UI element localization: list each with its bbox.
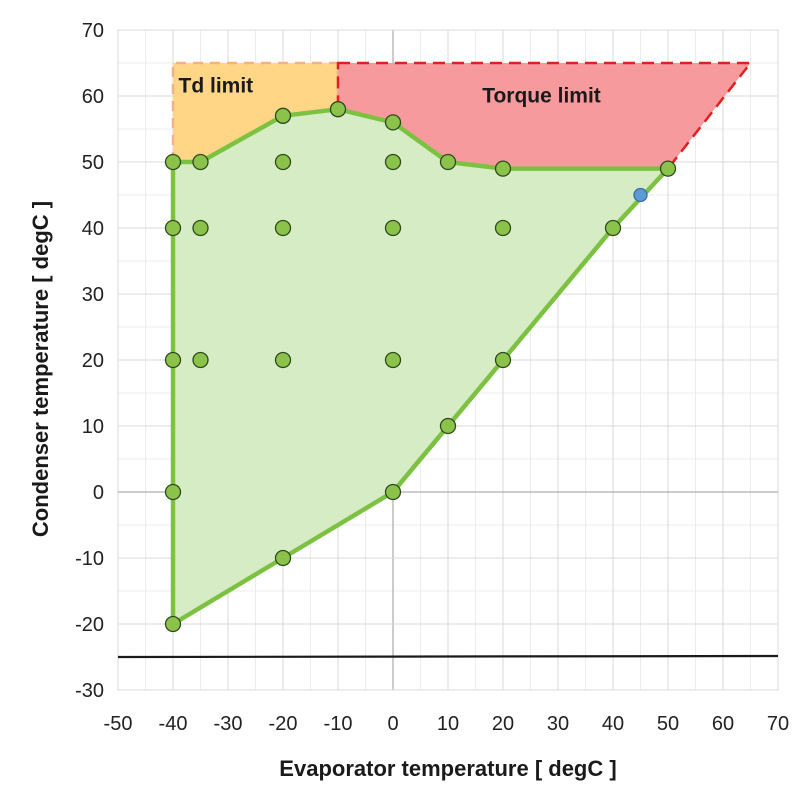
y-tick-labels: -30 -20 -10 0 10 20 30 40 50 60 70 (75, 20, 104, 702)
y-tick-label: 40 (82, 218, 104, 240)
data-point (384, 219, 402, 237)
data-point (384, 483, 402, 501)
data-point (494, 351, 512, 369)
data-point (164, 615, 182, 633)
x-tick-label: -30 (214, 713, 243, 735)
data-point (164, 153, 182, 171)
data-point (384, 351, 402, 369)
data-point (192, 219, 209, 237)
y-tick-label: 50 (82, 152, 104, 174)
x-tick-label: 40 (602, 713, 624, 735)
data-point (329, 101, 347, 118)
y-tick-label: -10 (75, 548, 104, 570)
data-point (164, 219, 182, 237)
data-point (274, 107, 292, 124)
y-tick-label: 30 (82, 284, 104, 306)
data-point (274, 351, 292, 369)
x-tick-label: 70 (767, 713, 789, 735)
data-point (384, 153, 402, 171)
data-point (384, 114, 402, 131)
data-point (439, 417, 457, 435)
torque-limit-label: Torque limit (482, 85, 601, 108)
y-tick-label: -30 (75, 680, 104, 702)
data-points (164, 101, 677, 633)
data-point (439, 153, 457, 171)
data-point (494, 219, 512, 237)
x-tick-label: 10 (437, 713, 459, 735)
highlight-point (633, 187, 648, 203)
x-tick-label: -10 (324, 713, 353, 735)
data-point (164, 483, 182, 501)
data-point (192, 351, 209, 369)
y-tick-label: 10 (82, 416, 104, 438)
x-tick-labels: -50 -40 -30 -20 -10 0 10 20 30 40 50 60 70 (104, 713, 790, 735)
y-tick-label: 70 (82, 20, 104, 42)
y-tick-label: -20 (75, 614, 104, 636)
data-point (494, 160, 512, 177)
region-labels: Td limit Torque limit (179, 75, 601, 108)
y-tick-label: 60 (82, 86, 104, 108)
x-axis-title: Evaporator temperature [ degC ] (279, 756, 616, 781)
data-point (274, 219, 292, 237)
data-point (659, 160, 677, 177)
td-limit-label: Td limit (179, 75, 254, 98)
data-point (164, 351, 182, 369)
y-axis-title: Condenser temperature [ degC ] (28, 201, 53, 537)
x-tick-label: 0 (387, 713, 398, 735)
x-tick-label: -40 (159, 713, 188, 735)
data-point (604, 219, 622, 237)
x-tick-label: 30 (547, 713, 569, 735)
x-tick-label: -50 (104, 713, 133, 735)
reference-lines (117, 654, 779, 659)
y-tick-label: 0 (93, 482, 104, 504)
data-point (192, 153, 209, 171)
data-point (274, 549, 292, 567)
y-tick-label: 20 (82, 350, 104, 372)
x-tick-label: 50 (657, 713, 679, 735)
data-point (274, 153, 292, 171)
x-tick-label: -20 (269, 713, 298, 735)
x-tick-label: 20 (492, 713, 514, 735)
x-tick-label: 60 (712, 713, 734, 735)
reference-line (117, 654, 779, 659)
